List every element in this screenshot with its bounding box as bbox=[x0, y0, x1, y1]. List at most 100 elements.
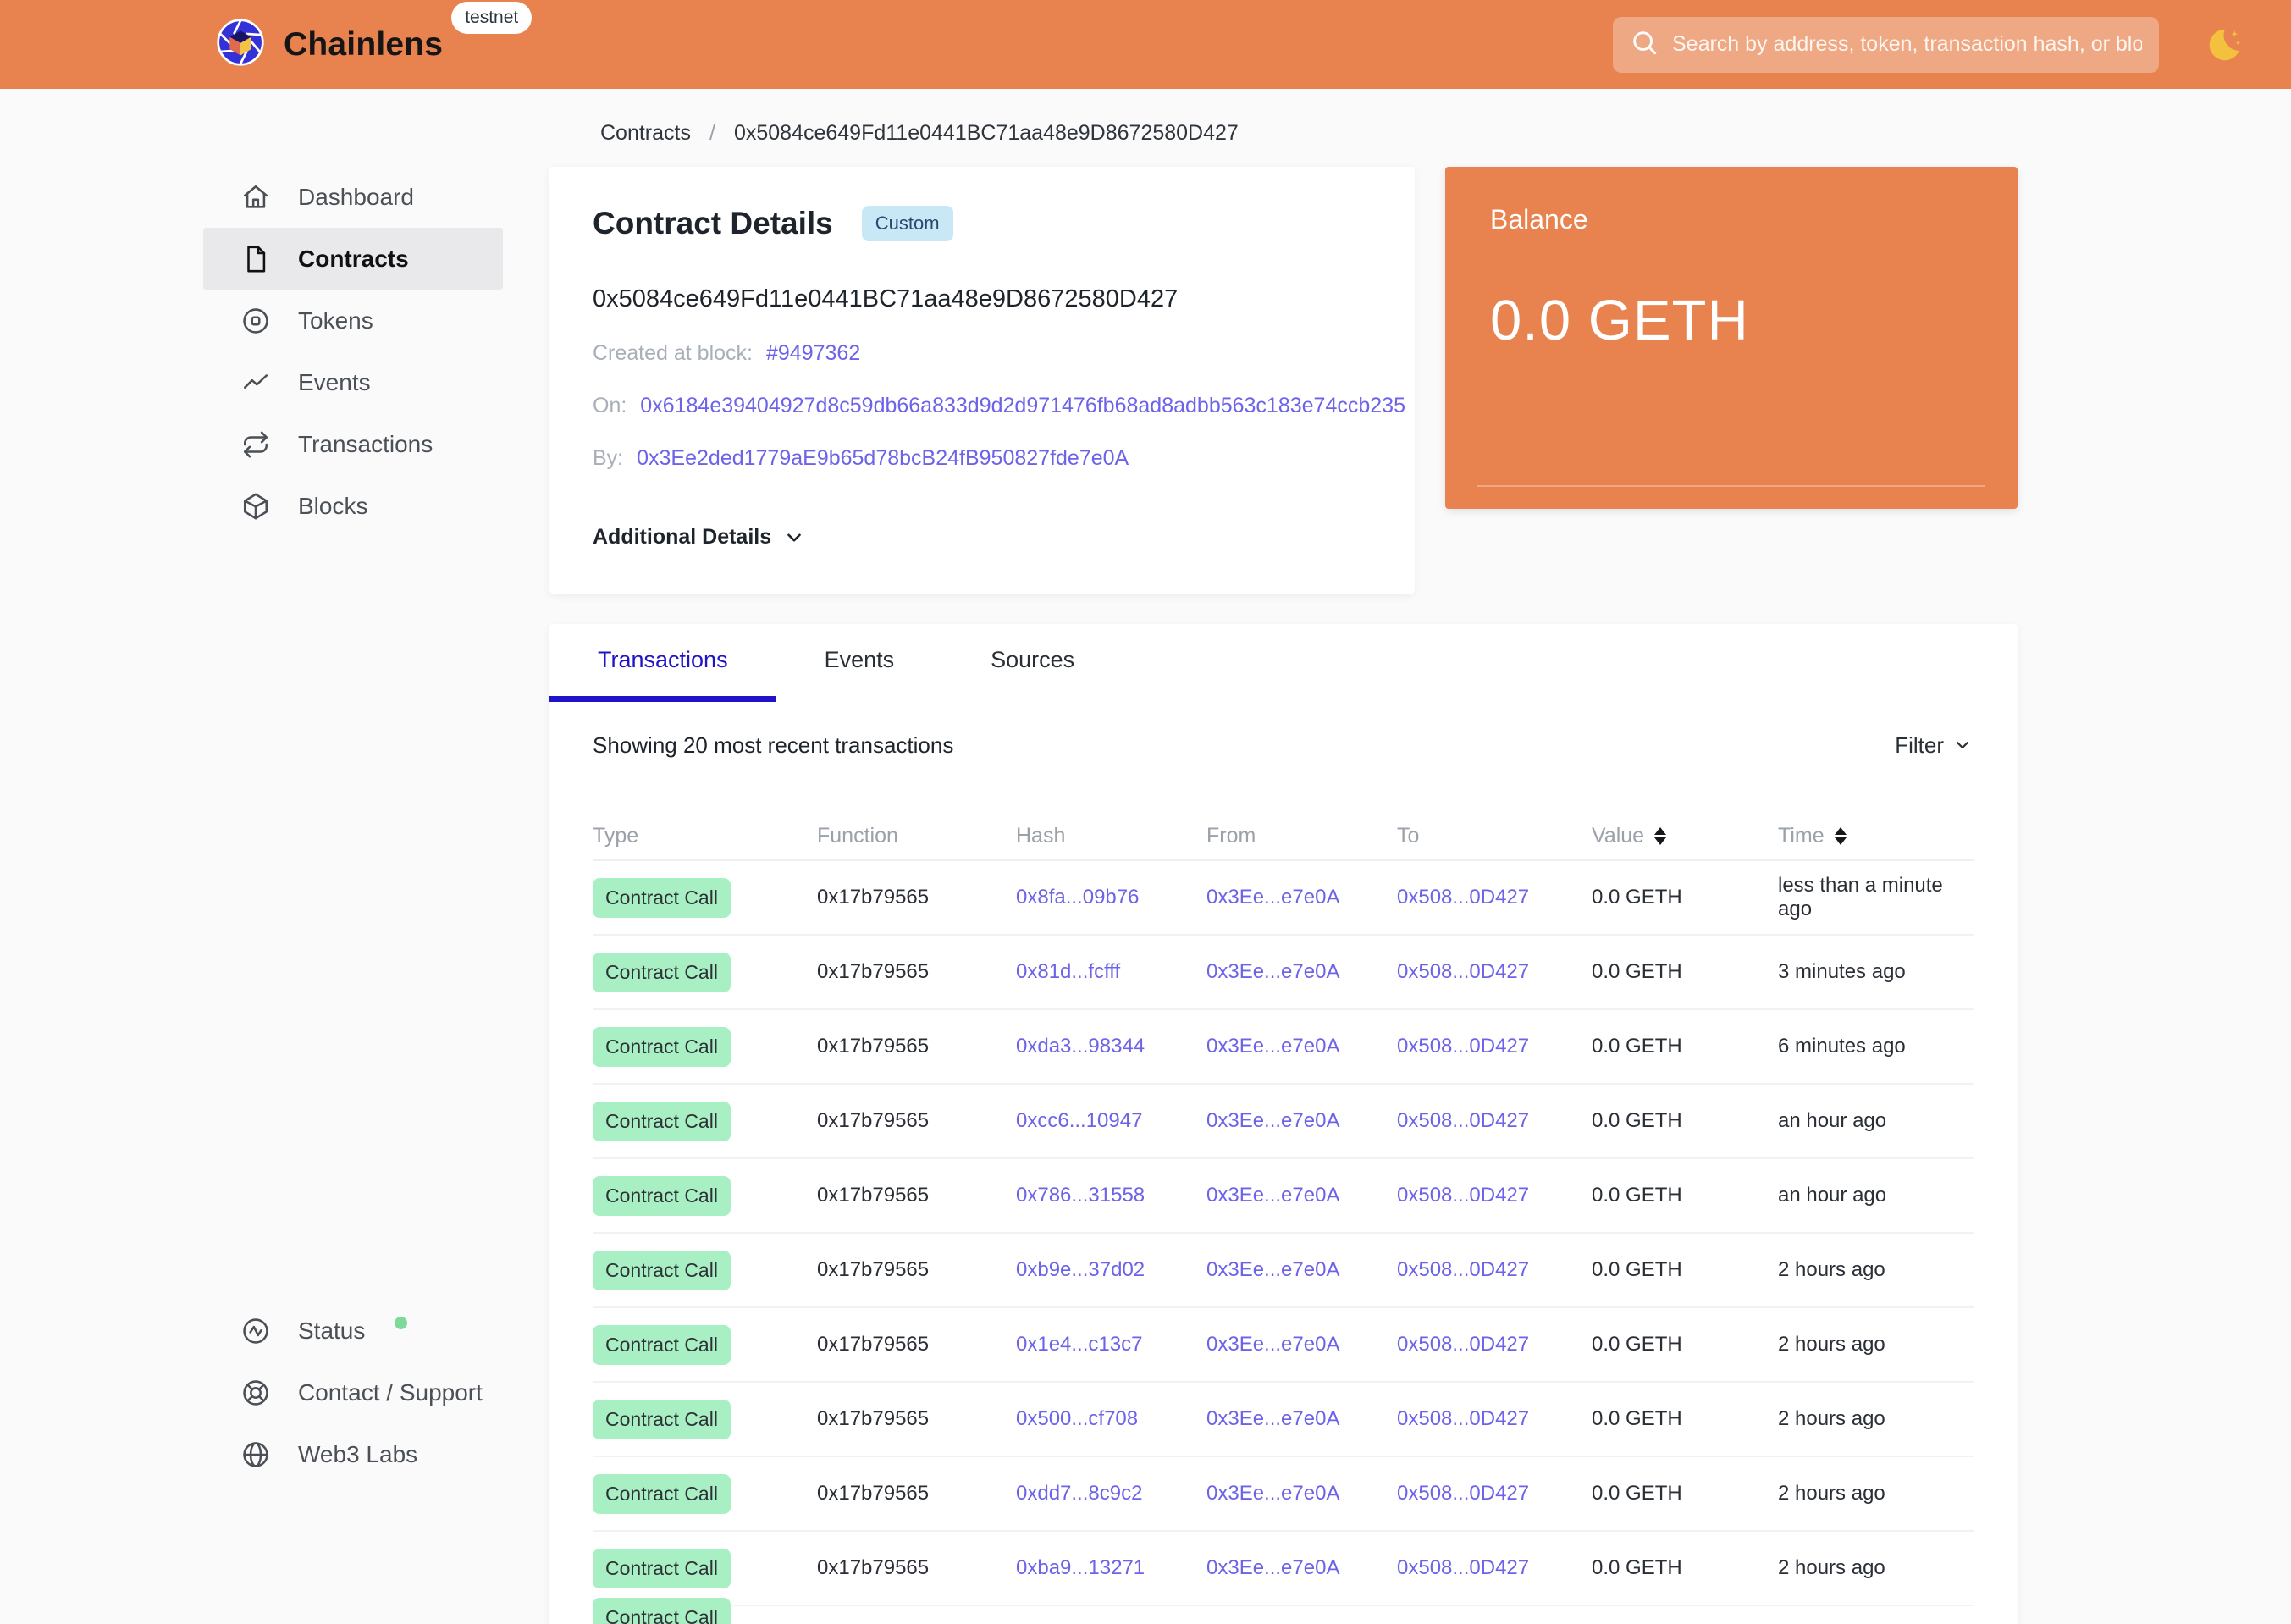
column-header-type: Type bbox=[593, 824, 639, 848]
tx-from-link[interactable]: 0x3Ee...e7e0A bbox=[1206, 960, 1340, 983]
sidebar-item-contact-support[interactable]: Contact / Support bbox=[203, 1362, 503, 1423]
transactions-summary: Showing 20 most recent transactions bbox=[593, 732, 954, 758]
sidebar-item-contracts[interactable]: Contracts bbox=[203, 228, 503, 290]
tx-value: 0.0 GETH bbox=[1592, 1407, 1682, 1430]
tx-hash-link[interactable]: 0xcc6...10947 bbox=[1016, 1109, 1143, 1132]
tx-type-badge: Contract Call bbox=[593, 1101, 731, 1141]
tx-function: 0x17b79565 bbox=[817, 1258, 930, 1281]
home-icon bbox=[243, 185, 268, 208]
chainlens-logo-icon bbox=[216, 18, 265, 71]
tx-hash-link[interactable]: 0xda3...98344 bbox=[1016, 1035, 1146, 1058]
tx-hash-link[interactable]: 0xdd7...8c9c2 bbox=[1016, 1482, 1143, 1505]
status-icon bbox=[243, 1317, 268, 1344]
search-bar[interactable] bbox=[1613, 16, 2159, 73]
tx-to-link[interactable]: 0x508...0D427 bbox=[1397, 886, 1530, 909]
table-row: Contract Call 0x17b79565 0xba9...13271 0… bbox=[593, 1532, 1974, 1606]
transactions-table: Type Function Hash From To Value Time Co… bbox=[549, 824, 2018, 1624]
tx-hash-link[interactable]: 0x8fa...09b76 bbox=[1016, 886, 1140, 909]
tx-to-link[interactable]: 0x508...0D427 bbox=[1397, 1333, 1530, 1356]
table-row: Contract Call 0x17b79565 0x8fa...09b76 0… bbox=[593, 861, 1974, 936]
table-row: Contract Call 0x17b79565 0xdd7...8c9c2 0… bbox=[593, 1457, 1974, 1532]
column-header-value-sort[interactable]: Value bbox=[1592, 824, 1778, 848]
sidebar-item-dashboard[interactable]: Dashboard bbox=[203, 166, 503, 228]
tx-to-link[interactable]: 0x508...0D427 bbox=[1397, 1482, 1530, 1505]
tx-hash-link[interactable]: 0x786...31558 bbox=[1016, 1184, 1146, 1207]
contract-address: 0x5084ce649Fd11e0441BC71aa48e9D8672580D4… bbox=[593, 285, 1179, 312]
tx-function: 0x17b79565 bbox=[817, 1035, 930, 1058]
tx-from-link[interactable]: 0x3Ee...e7e0A bbox=[1206, 886, 1340, 909]
table-row: Contract Call bbox=[593, 1598, 1974, 1624]
sidebar-item-status[interactable]: Status bbox=[203, 1300, 503, 1362]
breadcrumb-contracts-link[interactable]: Contracts bbox=[600, 120, 691, 145]
creation-tx-link[interactable]: 0x6184e39404927d8c59db66a833d9d2d971476f… bbox=[640, 394, 1405, 417]
custom-badge: Custom bbox=[861, 206, 953, 241]
column-header-from: From bbox=[1206, 824, 1256, 848]
column-header-hash: Hash bbox=[1016, 824, 1066, 848]
sidebar-item-tokens[interactable]: Tokens bbox=[203, 290, 503, 351]
activity-icon bbox=[243, 373, 268, 389]
tx-hash-link[interactable]: 0xba9...13271 bbox=[1016, 1556, 1146, 1579]
tx-from-link[interactable]: 0x3Ee...e7e0A bbox=[1206, 1333, 1340, 1356]
tx-time: an hour ago bbox=[1778, 1109, 1887, 1132]
on-label: On: bbox=[593, 394, 627, 417]
tx-to-link[interactable]: 0x508...0D427 bbox=[1397, 960, 1530, 983]
creator-address-link[interactable]: 0x3Ee2ded1779aE9b65d78bcB24fB950827fde7e… bbox=[637, 446, 1129, 470]
main-content: Contracts / 0x5084ce649Fd11e0441BC71aa48… bbox=[549, 89, 2018, 1624]
tx-to-link[interactable]: 0x508...0D427 bbox=[1397, 1184, 1530, 1207]
tx-from-link[interactable]: 0x3Ee...e7e0A bbox=[1206, 1407, 1340, 1430]
sidebar-item-label: Tokens bbox=[298, 307, 373, 334]
balance-value: 0.0 GETH bbox=[1490, 289, 1749, 352]
tx-from-link[interactable]: 0x3Ee...e7e0A bbox=[1206, 1035, 1340, 1058]
tx-value: 0.0 GETH bbox=[1592, 1482, 1682, 1505]
sidebar-nav: Dashboard Contracts Tokens Events bbox=[203, 166, 503, 537]
tx-to-link[interactable]: 0x508...0D427 bbox=[1397, 1556, 1530, 1579]
tx-value: 0.0 GETH bbox=[1592, 886, 1682, 909]
tx-time: 2 hours ago bbox=[1778, 1258, 1885, 1281]
tab-events[interactable]: Events bbox=[776, 624, 943, 702]
tx-to-link[interactable]: 0x508...0D427 bbox=[1397, 1258, 1530, 1281]
additional-details-toggle[interactable]: Additional Details bbox=[593, 525, 805, 550]
tx-type-badge: Contract Call bbox=[593, 877, 731, 918]
tab-sources[interactable]: Sources bbox=[942, 624, 1123, 702]
tab-bar: Transactions Events Sources bbox=[549, 624, 2018, 702]
tx-hash-link[interactable]: 0x500...cf708 bbox=[1016, 1407, 1139, 1430]
search-icon bbox=[1630, 28, 1659, 61]
tx-from-link[interactable]: 0x3Ee...e7e0A bbox=[1206, 1184, 1340, 1207]
table-body: Contract Call 0x17b79565 0x8fa...09b76 0… bbox=[593, 861, 1974, 1624]
tx-to-link[interactable]: 0x508...0D427 bbox=[1397, 1035, 1530, 1058]
search-input[interactable] bbox=[1672, 32, 2142, 57]
tx-hash-link[interactable]: 0xb9e...37d02 bbox=[1016, 1258, 1146, 1281]
sidebar-item-label: Contracts bbox=[298, 245, 409, 272]
tx-to-link[interactable]: 0x508...0D427 bbox=[1397, 1407, 1530, 1430]
tx-from-link[interactable]: 0x3Ee...e7e0A bbox=[1206, 1258, 1340, 1281]
lifebuoy-icon bbox=[243, 1379, 268, 1406]
app-header: Chainlens testnet bbox=[0, 0, 2291, 89]
sidebar-item-events[interactable]: Events bbox=[203, 351, 503, 413]
sidebar-item-label: Web3 Labs bbox=[298, 1440, 418, 1467]
column-header-label: Time bbox=[1778, 824, 1825, 848]
tab-transactions[interactable]: Transactions bbox=[549, 624, 776, 702]
created-at-block-label: Created at block: bbox=[593, 341, 753, 365]
sidebar-item-blocks[interactable]: Blocks bbox=[203, 475, 503, 537]
tx-time: an hour ago bbox=[1778, 1184, 1887, 1207]
tx-from-link[interactable]: 0x3Ee...e7e0A bbox=[1206, 1556, 1340, 1579]
table-row: Contract Call 0x17b79565 0x786...31558 0… bbox=[593, 1159, 1974, 1234]
tx-from-link[interactable]: 0x3Ee...e7e0A bbox=[1206, 1482, 1340, 1505]
created-block-link[interactable]: #9497362 bbox=[766, 341, 861, 365]
column-header-time-sort[interactable]: Time bbox=[1778, 824, 1974, 848]
brand[interactable]: Chainlens bbox=[216, 18, 443, 71]
sidebar-item-label: Blocks bbox=[298, 492, 368, 519]
column-header-to: To bbox=[1397, 824, 1420, 848]
filter-button[interactable]: Filter bbox=[1895, 732, 1973, 759]
tx-to-link[interactable]: 0x508...0D427 bbox=[1397, 1109, 1530, 1132]
sidebar-item-web3-labs[interactable]: Web3 Labs bbox=[203, 1423, 503, 1485]
sidebar-item-transactions[interactable]: Transactions bbox=[203, 413, 503, 475]
sidebar-item-label: Contact / Support bbox=[298, 1378, 483, 1406]
transactions-card: Transactions Events Sources Showing 20 m… bbox=[549, 624, 2018, 1624]
theme-toggle-moon-icon[interactable] bbox=[2203, 25, 2242, 64]
tx-type-badge: Contract Call bbox=[593, 1598, 731, 1624]
tx-hash-link[interactable]: 0x1e4...c13c7 bbox=[1016, 1333, 1143, 1356]
tx-from-link[interactable]: 0x3Ee...e7e0A bbox=[1206, 1109, 1340, 1132]
balance-label: Balance bbox=[1490, 204, 1588, 235]
tx-hash-link[interactable]: 0x81d...fcfff bbox=[1016, 960, 1121, 983]
